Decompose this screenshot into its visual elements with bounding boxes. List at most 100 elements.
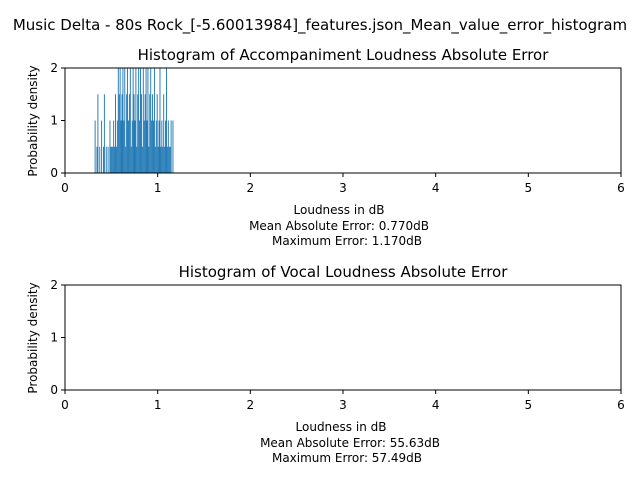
accompaniment-histogram-bar [114, 146, 116, 173]
accompaniment-histogram-bar [118, 94, 120, 173]
accompaniment-x-tick-label: 3 [339, 181, 347, 195]
vocal-x-tick-label: 3 [339, 398, 347, 412]
accompaniment-histogram-bar [139, 120, 141, 173]
accompaniment-histogram-bar [140, 94, 142, 173]
accompaniment-histogram-bar [94, 120, 96, 173]
accompaniment-x-tick-label: 5 [525, 181, 533, 195]
accompaniment-histogram-bar [126, 94, 128, 173]
accompaniment-x-label: Loudness in dB [294, 203, 385, 217]
vocal-mean-error: Mean Absolute Error: 55.63dB [260, 436, 440, 450]
accompaniment-histogram-bar [122, 68, 124, 173]
vocal-x-tick-label: 0 [61, 398, 69, 412]
accompaniment-histogram-bar [153, 68, 155, 173]
accompaniment-histogram-bar [128, 120, 129, 173]
accompaniment-histogram-bar [120, 120, 122, 173]
accompaniment-histogram-bar [103, 94, 105, 173]
accompaniment-chart-title: Histogram of Accompaniment Loudness Abso… [138, 46, 550, 64]
accompaniment-histogram-bar [149, 94, 151, 173]
accompaniment-histogram-bar [161, 120, 163, 173]
vocal-y-tick-label: 2 [50, 278, 58, 292]
accompaniment-x-tick-label: 2 [247, 181, 255, 195]
accompaniment-histogram-bar [147, 68, 149, 173]
accompaniment-y-tick-label: 1 [50, 114, 58, 128]
accompaniment-histogram-bar [133, 94, 135, 173]
vocal-x-ticks: 0 1 2 3 4 5 6 [61, 390, 625, 412]
vocal-max-error: Maximum Error: 57.49dB [272, 451, 422, 465]
vocal-x-tick-label: 6 [617, 398, 625, 412]
accompaniment-x-tick-label: 6 [617, 181, 625, 195]
accompaniment-histogram-bar [136, 146, 138, 173]
vocal-chart-title: Histogram of Vocal Loudness Absolute Err… [179, 263, 509, 281]
accompaniment-histogram-bar [151, 120, 153, 173]
accompaniment-histogram-bar [160, 146, 162, 173]
accompaniment-histogram-bar [125, 146, 127, 173]
accompaniment-histogram-bar [123, 120, 125, 173]
vocal-x-tick-label: 2 [247, 398, 255, 412]
accompaniment-mean-error: Mean Absolute Error: 0.770dB [249, 219, 429, 233]
accompaniment-histogram-bar [159, 68, 161, 173]
accompaniment-histogram-bar [113, 120, 115, 173]
vocal-axes-frame [64, 284, 622, 391]
accompaniment-histogram-bar [115, 146, 117, 173]
accompaniment-histogram-bar [154, 146, 156, 173]
accompaniment-histogram-bar [142, 68, 144, 173]
accompaniment-histogram-bar [112, 146, 114, 173]
accompaniment-histogram-bar [135, 68, 137, 173]
accompaniment-histogram: Histogram of Accompaniment Loudness Abso… [26, 46, 625, 248]
accompaniment-histogram-bar [119, 68, 121, 173]
accompaniment-histogram-bar [140, 68, 141, 173]
accompaniment-histogram-bar [132, 68, 134, 173]
vocal-histogram: Histogram of Vocal Loudness Absolute Err… [26, 263, 625, 465]
accompaniment-histogram-bar [144, 94, 146, 173]
accompaniment-histogram-bar [155, 120, 157, 173]
accompaniment-x-tick-label: 1 [154, 181, 162, 195]
accompaniment-histogram-bar [153, 120, 154, 173]
accompaniment-histogram-bar [138, 68, 140, 173]
accompaniment-histogram-bar [124, 68, 126, 173]
accompaniment-histogram-bar [121, 94, 123, 173]
vocal-y-tick-label: 0 [50, 383, 58, 397]
accompaniment-histogram-bar [96, 146, 98, 173]
accompaniment-histogram-bar [102, 146, 104, 173]
accompaniment-histogram-bar [137, 94, 139, 173]
accompaniment-histogram-bar [131, 120, 133, 173]
accompaniment-histogram-bar [116, 120, 118, 173]
accompaniment-histogram-bar [111, 146, 113, 173]
vocal-y-label: Probability density [26, 282, 40, 393]
vocal-x-tick-label: 1 [154, 398, 162, 412]
accompaniment-histogram-bar [115, 94, 116, 173]
accompaniment-histogram-bar [109, 120, 111, 173]
accompaniment-histogram-bar [99, 146, 101, 173]
accompaniment-histogram-bar [166, 146, 168, 173]
accompaniment-histogram-bar [167, 120, 169, 173]
accompaniment-y-tick-label: 2 [50, 61, 58, 75]
accompaniment-max-error: Maximum Error: 1.170dB [272, 234, 422, 248]
accompaniment-histogram-bar [169, 146, 171, 173]
accompaniment-histogram-bar [158, 120, 160, 173]
accompaniment-x-ticks: 0 1 2 3 4 5 6 [61, 173, 625, 195]
accompaniment-histogram-bar [130, 146, 132, 173]
accompaniment-histogram-bar [172, 120, 174, 173]
accompaniment-histogram-bar [168, 146, 170, 173]
accompaniment-histogram-bar [166, 68, 167, 173]
accompaniment-histogram-bar [143, 120, 145, 173]
accompaniment-histogram-bar [156, 94, 158, 173]
accompaniment-histogram-bar [105, 146, 107, 173]
vocal-y-ticks: 0 1 2 [50, 278, 65, 397]
accompaniment-histogram-bar [101, 120, 103, 173]
accompaniment-histogram-bar [152, 94, 154, 173]
accompaniment-histogram-bar [170, 120, 172, 173]
accompaniment-histogram-bar [127, 68, 129, 173]
accompaniment-histogram-bar [97, 94, 99, 173]
accompaniment-histogram-bar [148, 146, 150, 173]
accompaniment-y-ticks: 0 1 2 [50, 61, 65, 180]
accompaniment-histogram-bar [145, 68, 147, 173]
accompaniment-histogram-bar [129, 68, 131, 173]
accompaniment-bars [94, 68, 174, 173]
accompaniment-y-tick-label: 0 [50, 166, 58, 180]
accompaniment-y-label: Probability density [26, 65, 40, 176]
accompaniment-x-tick-label: 0 [61, 181, 69, 195]
accompaniment-histogram-bar [163, 94, 165, 173]
accompaniment-histogram-bar [128, 94, 130, 173]
